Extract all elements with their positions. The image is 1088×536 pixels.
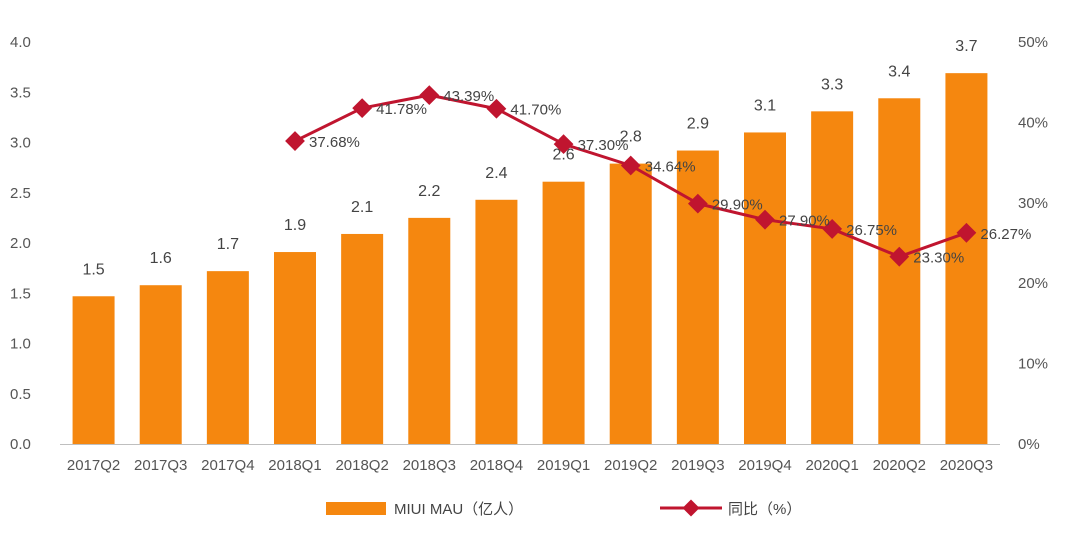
x-tick-label: 2018Q3	[403, 457, 456, 474]
line-marker	[285, 131, 305, 151]
line-value-label: 29.90%	[712, 197, 763, 214]
line-marker	[486, 98, 507, 119]
bar	[744, 132, 786, 444]
y-left-tick-label: 4.0	[10, 34, 31, 51]
x-tick-label: 2018Q4	[470, 457, 523, 474]
x-tick-label: 2019Q4	[738, 457, 791, 474]
line-value-label: 41.70%	[510, 102, 561, 119]
bar	[408, 217, 451, 444]
x-tick-label: 2019Q3	[671, 457, 724, 474]
line-marker	[419, 85, 440, 106]
line-value-label: 37.68%	[309, 134, 360, 151]
bar-value-label: 2.2	[418, 183, 440, 200]
y-left-tick-label: 1.5	[10, 285, 31, 302]
legend-swatch-marker	[682, 499, 700, 517]
bar-value-label: 2.8	[620, 129, 642, 146]
bar-value-label: 2.6	[552, 147, 574, 164]
bar	[341, 233, 384, 444]
y-right-tick-label: 30%	[1018, 195, 1048, 212]
bar-value-label: 1.9	[284, 217, 306, 234]
x-tick-label: 2017Q2	[67, 457, 120, 474]
line-value-label: 26.75%	[846, 222, 897, 239]
x-tick-label: 2018Q2	[335, 457, 388, 474]
bar	[72, 296, 115, 444]
line-value-label: 26.27%	[980, 226, 1031, 243]
x-axis: 2017Q2 2017Q3 2017Q4 2018Q1 2018Q2 2018Q3 2018…	[60, 444, 1000, 474]
bar	[542, 181, 585, 444]
y-left-tick-label: 2.0	[10, 235, 31, 252]
line-value-label: 43.39%	[443, 88, 494, 105]
y-right-tick-label: 10%	[1018, 356, 1048, 373]
line-value-label: 37.30%	[578, 137, 629, 154]
y-left-tick-label: 0.0	[10, 436, 31, 453]
y-right-tick-label: 40%	[1018, 114, 1048, 131]
line-value-label: 41.78%	[376, 101, 427, 118]
y-right-tick-label: 0%	[1018, 436, 1040, 453]
bar-value-label: 1.7	[217, 236, 239, 253]
bar-value-label: 2.4	[485, 165, 507, 182]
y-right-tick-label: 50%	[1018, 34, 1048, 51]
y-left-tick-label: 2.5	[10, 185, 31, 202]
line-value-label: 34.64%	[645, 158, 696, 175]
legend-swatch-bar	[326, 502, 386, 515]
bar	[475, 199, 518, 444]
y-left-tick-label: 1.0	[10, 336, 31, 353]
x-tick-label: 2020Q3	[940, 457, 993, 474]
bar	[811, 111, 854, 444]
x-tick-label: 2017Q4	[201, 457, 254, 474]
legend-label-line: 同比（%）	[728, 501, 801, 518]
line-marker	[352, 98, 373, 118]
bar-labels: 1.5 1.6 1.7 1.9 2.1 2.2 2.4 2.6 2.8 2.9 3.1 3.3 3.4 3…	[82, 38, 977, 278]
bar-value-label: 1.6	[150, 250, 172, 267]
x-tick-label: 2020Q1	[805, 457, 858, 474]
bar-value-label: 1.5	[82, 261, 104, 278]
bar	[206, 271, 249, 444]
bar	[139, 285, 182, 444]
bar-value-label: 2.9	[687, 116, 709, 133]
legend-label-bar: MIUI MAU（亿人）	[394, 501, 523, 518]
bar-value-label: 3.4	[888, 63, 910, 80]
x-tick-label: 2017Q3	[134, 457, 187, 474]
bar-value-label: 3.7	[955, 38, 977, 55]
y-left-axis: 0.0 0.5 1.0 1.5 2.0 2.5 3.0 3.5 4.0	[10, 34, 31, 453]
bar	[609, 163, 652, 445]
line-value-label: 27.90%	[779, 213, 830, 230]
y-left-tick-label: 3.5	[10, 84, 31, 101]
bar-value-label: 3.1	[754, 97, 776, 114]
bar	[945, 73, 988, 444]
line-value-label: 23.30%	[913, 250, 964, 267]
x-tick-label: 2020Q2	[873, 457, 926, 474]
x-tick-label: 2019Q2	[604, 457, 657, 474]
y-right-axis: 0% 10% 20% 30% 40% 50%	[1018, 34, 1048, 453]
bar	[274, 252, 316, 444]
bar-value-label: 3.3	[821, 76, 843, 93]
bar-series	[72, 73, 988, 445]
y-left-tick-label: 3.0	[10, 135, 31, 152]
y-right-tick-label: 20%	[1018, 275, 1048, 292]
bar	[878, 98, 921, 444]
line-labels: 37.68% 41.78% 43.39% 41.70% 37.30% 34.64% 29.9…	[309, 88, 1031, 267]
y-left-tick-label: 0.5	[10, 386, 31, 403]
bar-value-label: 2.1	[351, 199, 373, 216]
x-tick-label: 2018Q1	[268, 457, 321, 474]
legend: MIUI MAU（亿人） 同比（%）	[326, 499, 801, 518]
x-tick-label: 2019Q1	[537, 457, 590, 474]
